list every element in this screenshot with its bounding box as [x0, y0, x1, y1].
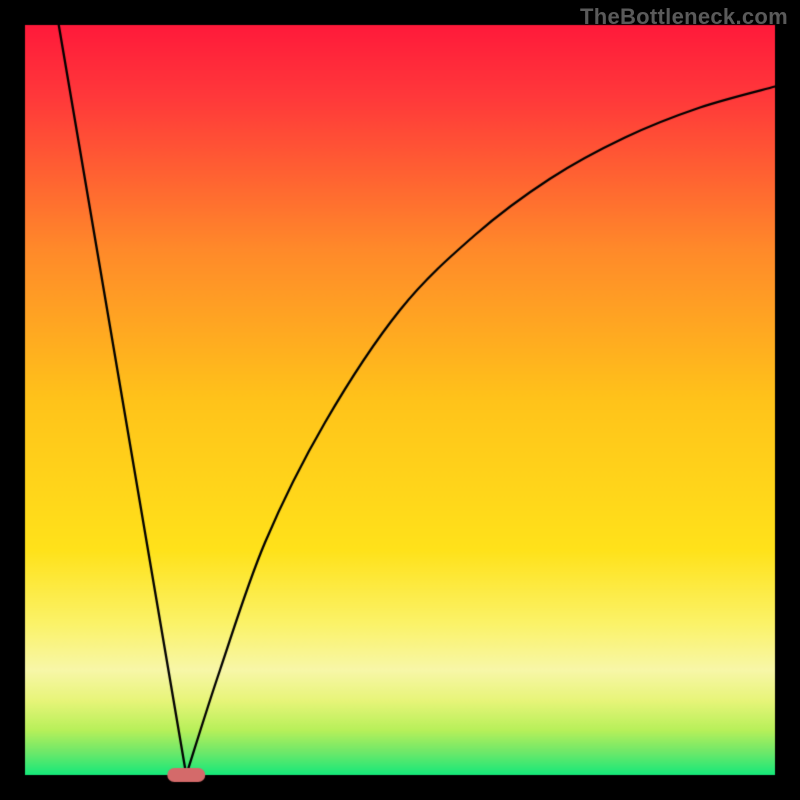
chart-container: { "chart": { "type": "line", "width": 80…	[0, 0, 800, 800]
bottleneck-chart-canvas	[0, 0, 800, 800]
watermark-text: TheBottleneck.com	[580, 4, 788, 30]
